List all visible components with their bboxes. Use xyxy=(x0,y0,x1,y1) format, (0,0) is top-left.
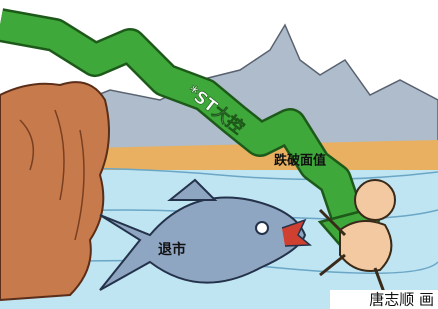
fish-label: 退市 xyxy=(158,241,186,258)
arrow-sublabel: 跌破面值 xyxy=(274,153,326,169)
fish-eye xyxy=(256,222,268,234)
illustration: *ST大控 跌破面值 退市 唐志顺 画 xyxy=(0,0,438,309)
man-body xyxy=(340,221,391,271)
credit: 唐志顺 画 xyxy=(369,291,434,309)
man-head xyxy=(355,180,395,220)
